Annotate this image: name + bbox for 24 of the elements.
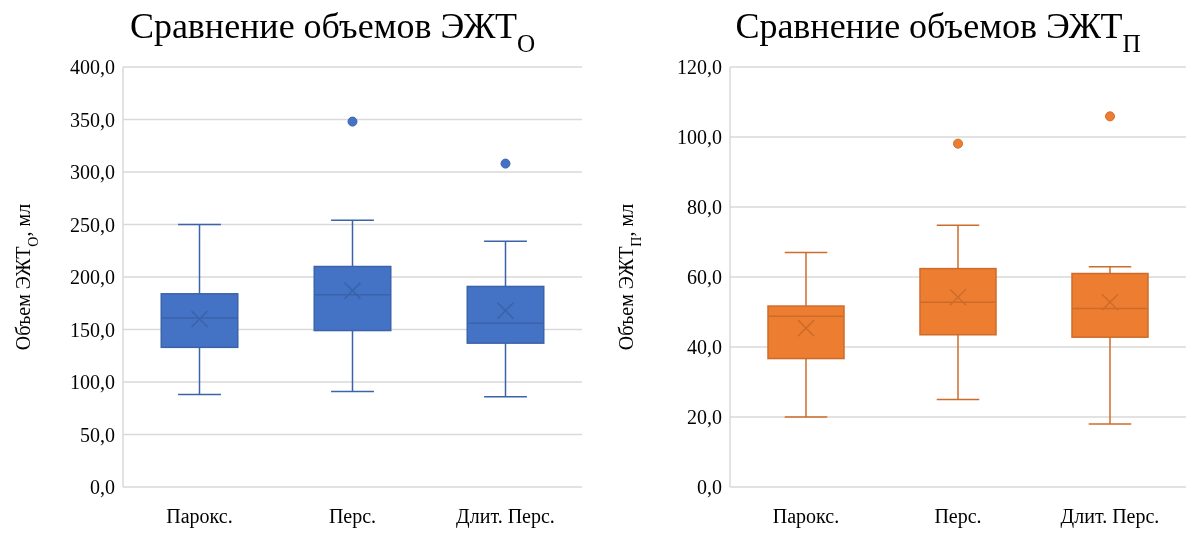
y-tick-label: 100,0 [70,371,115,393]
y-tick-label: 20,0 [687,406,722,428]
y-tick-label: 250,0 [70,213,115,236]
x-tick-label: Длит. Перс. [456,505,555,528]
x-tick-label: Длит. Перс. [1060,505,1160,528]
y-tick-label: 100,0 [677,126,722,148]
x-tick-label: Перс. [328,505,377,528]
y-tick-label: 0,0 [90,476,115,498]
y-tick-label: 40,0 [687,336,722,358]
y-tick-label: 50,0 [80,423,115,446]
x-tick-label: Парокс. [772,505,840,528]
y-tick-label: 0,0 [697,476,722,498]
chart-title: Сравнение объемов ЭЖТ$_{О}$ [129,6,536,57]
y-tick-label: 80,0 [687,196,722,218]
y-tick-label: 400,0 [70,56,115,78]
y-tick-label: 120,0 [677,56,722,78]
x-tick-label: Перс. [934,505,982,528]
y-tick-label: 150,0 [70,318,115,341]
y-tick-label: 350,0 [70,108,115,131]
y-tick-label: 200,0 [70,266,115,288]
chart-title: Сравнение объемов ЭЖТ$_{П}$ [735,6,1141,57]
y-tick-label: 60,0 [687,266,722,288]
x-tick-label: Парокс. [166,505,233,528]
y-tick-label: 300,0 [70,161,115,183]
